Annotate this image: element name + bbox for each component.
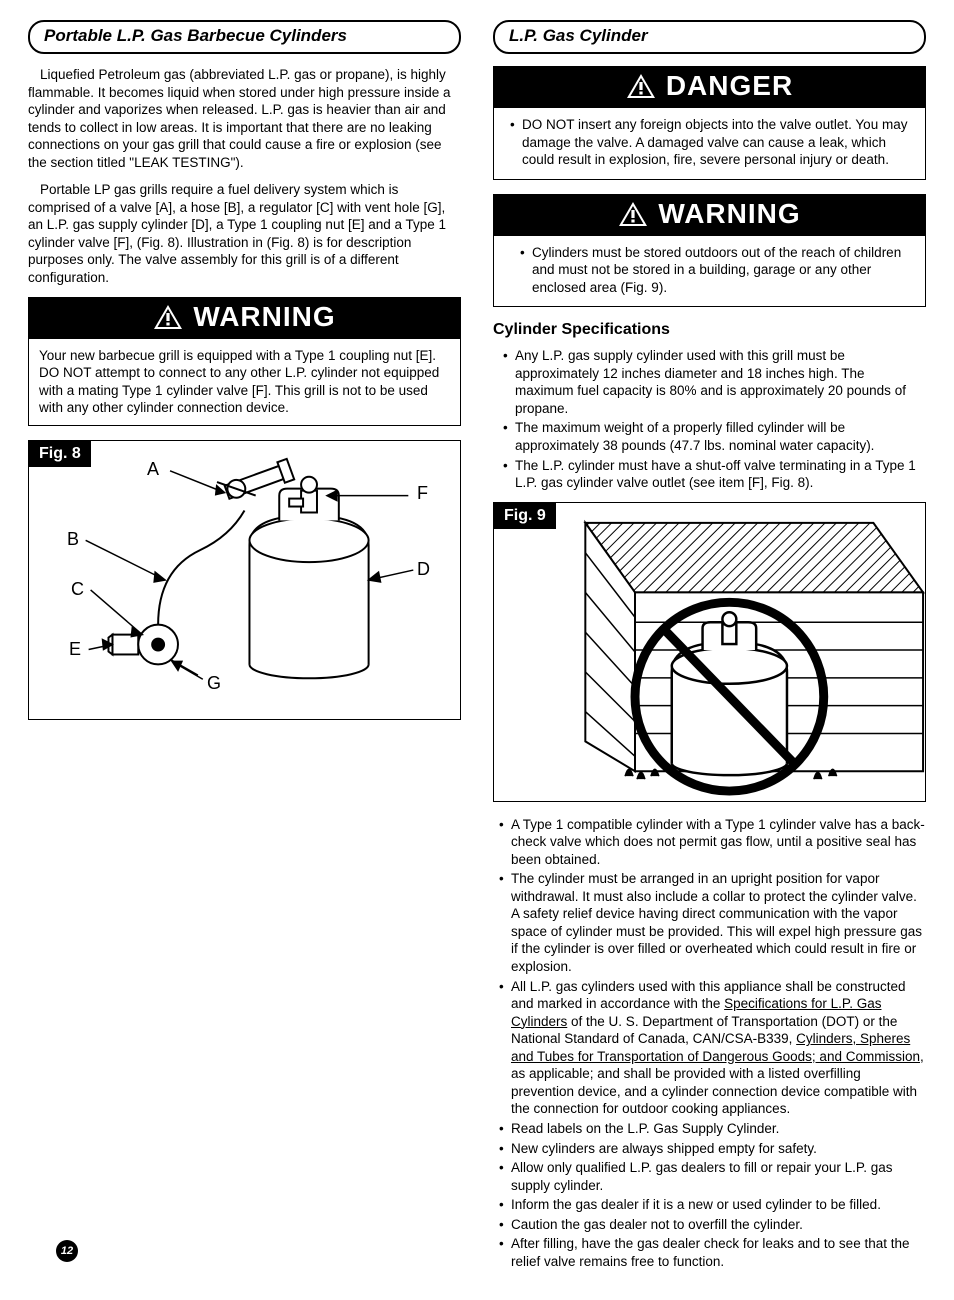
callout-D: D — [417, 559, 430, 580]
warning-text-left: Your new barbecue grill is equipped with… — [28, 339, 461, 426]
warning-banner-right: WARNING — [493, 194, 926, 236]
danger-banner: DANGER — [493, 66, 926, 108]
warning-text-right: Cylinders must be stored outdoors out of… — [493, 236, 926, 308]
figure-8-diagram — [29, 441, 460, 719]
warning-icon — [626, 73, 656, 99]
warning-label-right: WARNING — [658, 198, 800, 230]
spec-item: Read labels on the L.P. Gas Supply Cylin… — [511, 1120, 926, 1138]
figure-9-label: Fig. 9 — [494, 503, 556, 529]
warning-icon — [153, 304, 183, 330]
callout-E: E — [69, 639, 81, 660]
spec-item: Caution the gas dealer not to overfill t… — [511, 1216, 926, 1234]
figure-9-diagram — [494, 503, 925, 801]
spec-item: All L.P. gas cylinders used with this ap… — [511, 978, 926, 1118]
section-heading-left: Portable L.P. Gas Barbecue Cylinders — [28, 20, 461, 54]
warning-bullet: Cylinders must be stored outdoors out of… — [532, 244, 915, 297]
figure-8-label: Fig. 8 — [29, 441, 91, 467]
cylinder-spec-heading: Cylinder Specifications — [493, 321, 926, 339]
callout-G: G — [207, 673, 221, 694]
callout-A: A — [147, 459, 159, 480]
spec-item: A Type 1 compatible cylinder with a Type… — [511, 816, 926, 869]
spec-item: Allow only qualified L.P. gas dealers to… — [511, 1159, 926, 1194]
paragraph-2: Portable LP gas grills require a fuel de… — [28, 181, 461, 286]
spec-item: The maximum weight of a properly filled … — [515, 419, 926, 454]
spec-item: Any L.P. gas supply cylinder used with t… — [515, 347, 926, 417]
callout-B: B — [67, 529, 79, 550]
right-column: L.P. Gas Cylinder DANGER DO NOT insert a… — [493, 20, 926, 1280]
two-column-layout: Portable L.P. Gas Barbecue Cylinders Liq… — [28, 20, 926, 1280]
callout-C: C — [71, 579, 84, 600]
figure-8: Fig. 8 — [28, 440, 461, 720]
callout-F: F — [417, 483, 428, 504]
specs-list-bottom: A Type 1 compatible cylinder with a Type… — [493, 816, 926, 1271]
warning-icon — [618, 201, 648, 227]
spec-item: New cylinders are always shipped empty f… — [511, 1140, 926, 1158]
danger-text: DO NOT insert any foreign objects into t… — [493, 108, 926, 180]
page: Portable L.P. Gas Barbecue Cylinders Liq… — [28, 20, 926, 1280]
spec-item: After filling, have the gas dealer check… — [511, 1235, 926, 1270]
section-heading-right: L.P. Gas Cylinder — [493, 20, 926, 54]
left-column: Portable L.P. Gas Barbecue Cylinders Liq… — [28, 20, 461, 1280]
danger-label: DANGER — [666, 70, 793, 102]
paragraph-1: Liquefied Petroleum gas (abbreviated L.P… — [28, 66, 461, 171]
danger-bullet: DO NOT insert any foreign objects into t… — [522, 116, 915, 169]
specs-list-top: Any L.P. gas supply cylinder used with t… — [493, 347, 926, 491]
figure-9: Fig. 9 — [493, 502, 926, 802]
warning-banner-left: WARNING — [28, 297, 461, 339]
spec-item: The cylinder must be arranged in an upri… — [511, 870, 926, 975]
spec-item: Inform the gas dealer if it is a new or … — [511, 1196, 926, 1214]
warning-label: WARNING — [193, 301, 335, 333]
spec-item: The L.P. cylinder must have a shut-off v… — [515, 457, 926, 492]
